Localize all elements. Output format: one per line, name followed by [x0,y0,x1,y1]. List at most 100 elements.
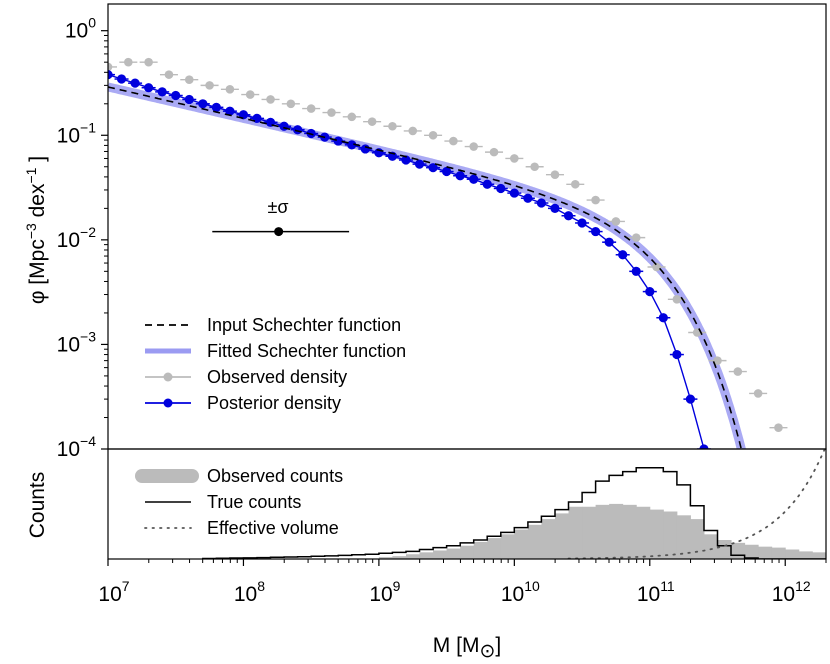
posterior-density-point [130,78,140,88]
observed-density-point [428,130,438,140]
observed-counts-bar [622,504,637,559]
posterior-density-point [279,121,289,131]
observed-counts-bar [690,519,705,559]
posterior-density-point [442,166,452,177]
y-tick-label: 10−2 [57,224,97,252]
bottom-panel-frame [107,448,827,560]
posterior-density-point [184,94,194,105]
y-axis: 100 10−1 10−2 10−3 10−4 [57,15,108,461]
observed-counts-bar [419,552,434,559]
observed-density-point [530,162,539,172]
x-axis-title: M [M⊙] [433,634,501,662]
observed-density-point [286,99,296,109]
legend-posterior-density-marker [163,398,173,408]
y-tick-label: 100 [65,15,96,43]
observed-density-point [266,95,275,104]
observed-counts-bar [582,506,597,559]
bottom-legend: Observed counts True counts Effective vo… [135,466,343,538]
posterior-density-point [604,237,614,247]
posterior-density-point [523,193,533,203]
observed-density-point [672,295,682,304]
observed-density-point [652,262,661,272]
posterior-density-point [618,250,628,260]
observed-density-point [774,423,783,432]
observed-counts-bar [514,529,529,559]
x-tick-label: 109 [369,578,400,606]
posterior-density-point [577,218,587,228]
observed-counts-bar [378,557,393,559]
observed-density-point [347,112,357,122]
observed-counts-bar [473,541,488,559]
posterior-density-point [645,286,655,297]
observed-counts-bar [785,549,800,559]
posterior-density-point [509,188,519,198]
y-title-exp1: −3 [23,223,39,239]
y-title-mid: dex [26,183,49,223]
posterior-density-point [157,87,167,97]
posterior-density-point [211,102,221,112]
sigma-point [274,227,284,237]
observed-counts-bar [812,552,826,559]
y-tick-label: 10−1 [57,119,97,147]
effective-volume-curve [567,449,826,559]
x-title-sun-symbol: ⊙ [479,641,495,662]
legend-observed-density: Observed density [207,367,347,387]
observed-density-point [408,126,418,136]
observed-density-point [108,62,113,72]
observed-counts-bar [392,556,407,559]
observed-density-point [510,154,519,163]
observed-density-point [184,75,194,84]
observed-counts-bar [405,554,421,559]
x-tick-label: 1010 [501,578,540,606]
fitted-schechter-band [108,82,746,449]
posterior-density-point [360,144,370,154]
observed-density-point [327,108,336,117]
posterior-density-point [144,83,154,93]
observed-counts-bar [595,504,610,559]
observed-density-point [753,389,763,398]
y-title-end: ] [26,156,49,168]
observed-counts-bar [649,509,664,559]
x-tick-label: 107 [98,578,129,606]
observed-density-point [570,179,580,189]
observed-density-point [388,121,397,131]
observed-density-point [124,57,133,67]
observed-density-point [306,104,316,113]
y-tick-label: 10−3 [57,328,97,356]
top-legend: Input Schechter function Fitted Schechte… [145,315,406,413]
y-title-exp2: −1 [23,167,39,183]
posterior-density-point [455,171,465,181]
x-tick-label: 1012 [772,578,811,606]
observed-counts-bar [433,550,448,559]
input-schechter-curve [108,86,743,449]
counts-axis-title: Counts [26,472,49,539]
observed-counts-bar [731,542,746,559]
observed-counts-bar [758,546,773,559]
observed-density-point [733,367,743,376]
posterior-density-point [699,444,709,449]
legend-posterior-density: Posterior density [207,393,341,413]
x-tick-label: 108 [234,578,265,606]
posterior-density-point [685,394,696,404]
observed-counts-bar [460,545,475,559]
true-counts-histogram [202,467,826,559]
posterior-density-point [482,179,492,189]
posterior-density-point [591,226,601,237]
counts-panel: 107 108 109 1010 1011 1012 Counts M [M⊙] Obse… [26,448,827,662]
observed-counts-bar [717,540,732,559]
posterior-density-point [550,203,560,213]
observed-counts-bar [744,544,759,559]
observed-density-point [449,136,458,146]
x-tick-label: 1011 [637,578,675,606]
x-title-base: M [M [433,634,480,657]
observed-density-point [367,117,377,126]
posterior-density-point [333,136,343,146]
posterior-density-point [171,90,181,101]
sigma-annotation: ±σ [212,197,350,237]
posterior-density-point [401,155,411,165]
observed-counts-bar [446,548,461,559]
legend-input-schechter: Input Schechter function [207,315,401,335]
posterior-density-point [347,140,357,150]
